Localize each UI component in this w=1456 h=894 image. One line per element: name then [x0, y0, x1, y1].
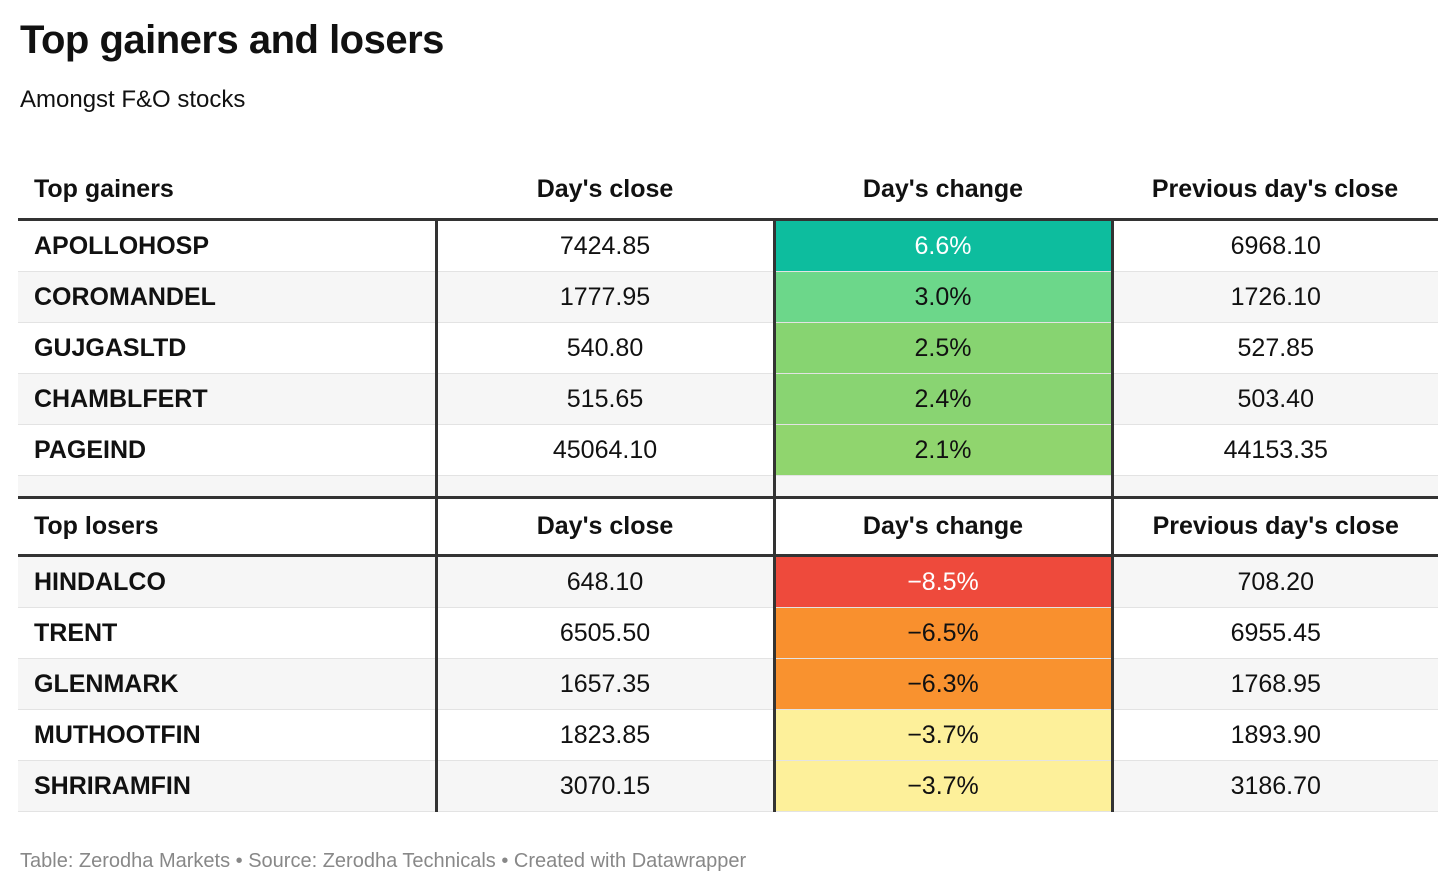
days-change: 6.6%: [772, 219, 1112, 272]
stock-name: GUJGASLTD: [18, 322, 436, 374]
days-close: 648.10: [434, 555, 774, 608]
table-row: CHAMBLFERT 515.65 2.4% 503.40: [18, 373, 1438, 425]
days-close: 515.65: [434, 373, 774, 425]
gainers-header-name: Top gainers: [18, 160, 436, 221]
previous-days-close: 3186.70: [1110, 760, 1438, 812]
table-body: APOLLOHOSP 7424.85 6.6% 6968.10 COROMANDEL 17…: [18, 219, 1438, 812]
days-close: 540.80: [434, 322, 774, 374]
previous-days-close: 1893.90: [1110, 709, 1438, 761]
losers-header-row: Top losers Day's close Day's change Previou…: [18, 497, 1438, 557]
losers-header-close: Day's close: [434, 497, 774, 557]
days-change: −8.5%: [772, 555, 1112, 608]
previous-days-close: 503.40: [1110, 373, 1438, 425]
chart-title: Top gainers and losers: [20, 18, 444, 62]
stock-name: GLENMARK: [18, 658, 436, 710]
days-close: 7424.85: [434, 219, 774, 272]
days-close: 3070.15: [434, 760, 774, 812]
previous-days-close: 1768.95: [1110, 658, 1438, 710]
stock-name: COROMANDEL: [18, 271, 436, 323]
days-change: 2.5%: [772, 322, 1112, 374]
days-close: 1657.35: [434, 658, 774, 710]
stock-name: MUTHOOTFIN: [18, 709, 436, 761]
days-close: 6505.50: [434, 607, 774, 659]
source-footer: Table: Zerodha Markets • Source: Zerodha…: [20, 850, 747, 872]
days-change: 2.4%: [772, 373, 1112, 425]
table-header: Top gainers Day's close Day's change Pre…: [18, 160, 1438, 221]
table-row: TRENT 6505.50 −6.5% 6955.45: [18, 607, 1438, 659]
days-change: 3.0%: [772, 271, 1112, 323]
days-close: 1823.85: [434, 709, 774, 761]
table-row: PAGEIND 45064.10 2.1% 44153.35: [18, 424, 1438, 476]
gainers-header-row: Top gainers Day's close Day's change Pre…: [18, 160, 1438, 221]
days-change: −3.7%: [772, 709, 1112, 761]
stock-name: PAGEIND: [18, 424, 436, 476]
stock-name: SHRIRAMFIN: [18, 760, 436, 812]
chart-subtitle: Amongst F&O stocks: [20, 86, 246, 113]
days-change: −6.5%: [772, 607, 1112, 659]
table-row: COROMANDEL 1777.95 3.0% 1726.10: [18, 271, 1438, 323]
previous-days-close: 708.20: [1110, 555, 1438, 608]
previous-days-close: 6955.45: [1110, 607, 1438, 659]
table-row: MUTHOOTFIN 1823.85 −3.7% 1893.90: [18, 709, 1438, 761]
table-row: GUJGASLTD 540.80 2.5% 527.85: [18, 322, 1438, 374]
stock-name: TRENT: [18, 607, 436, 659]
previous-days-close: 1726.10: [1110, 271, 1438, 323]
days-close: 1777.95: [434, 271, 774, 323]
days-change: 2.1%: [772, 424, 1112, 476]
losers-header-prev: Previous day's close: [1110, 497, 1438, 557]
gainers-losers-table: Top gainers Day's close Day's change Pre…: [18, 160, 1438, 812]
section-spacer-row: [18, 475, 1438, 499]
previous-days-close: 6968.10: [1110, 219, 1438, 272]
previous-days-close: 527.85: [1110, 322, 1438, 374]
gainers-header-prev: Previous day's close: [1112, 160, 1438, 221]
spacer-cell: [434, 475, 774, 499]
days-change: −3.7%: [772, 760, 1112, 812]
days-close: 45064.10: [434, 424, 774, 476]
stock-name: CHAMBLFERT: [18, 373, 436, 425]
stock-name: HINDALCO: [18, 555, 436, 608]
table-row: HINDALCO 648.10 −8.5% 708.20: [18, 555, 1438, 608]
previous-days-close: 44153.35: [1110, 424, 1438, 476]
gainers-losers-table-container: Top gainers Day's close Day's change Pre…: [18, 160, 1438, 812]
spacer-cell: [772, 475, 1112, 499]
days-change: −6.3%: [772, 658, 1112, 710]
losers-header-name: Top losers: [18, 497, 436, 557]
table-row: APOLLOHOSP 7424.85 6.6% 6968.10: [18, 219, 1438, 272]
spacer-cell: [18, 475, 436, 499]
stock-name: APOLLOHOSP: [18, 219, 436, 272]
gainers-header-change: Day's change: [774, 160, 1112, 221]
table-row: GLENMARK 1657.35 −6.3% 1768.95: [18, 658, 1438, 710]
gainers-header-close: Day's close: [436, 160, 774, 221]
table-row: SHRIRAMFIN 3070.15 −3.7% 3186.70: [18, 760, 1438, 812]
spacer-cell: [1110, 475, 1438, 499]
losers-header-change: Day's change: [772, 497, 1112, 557]
